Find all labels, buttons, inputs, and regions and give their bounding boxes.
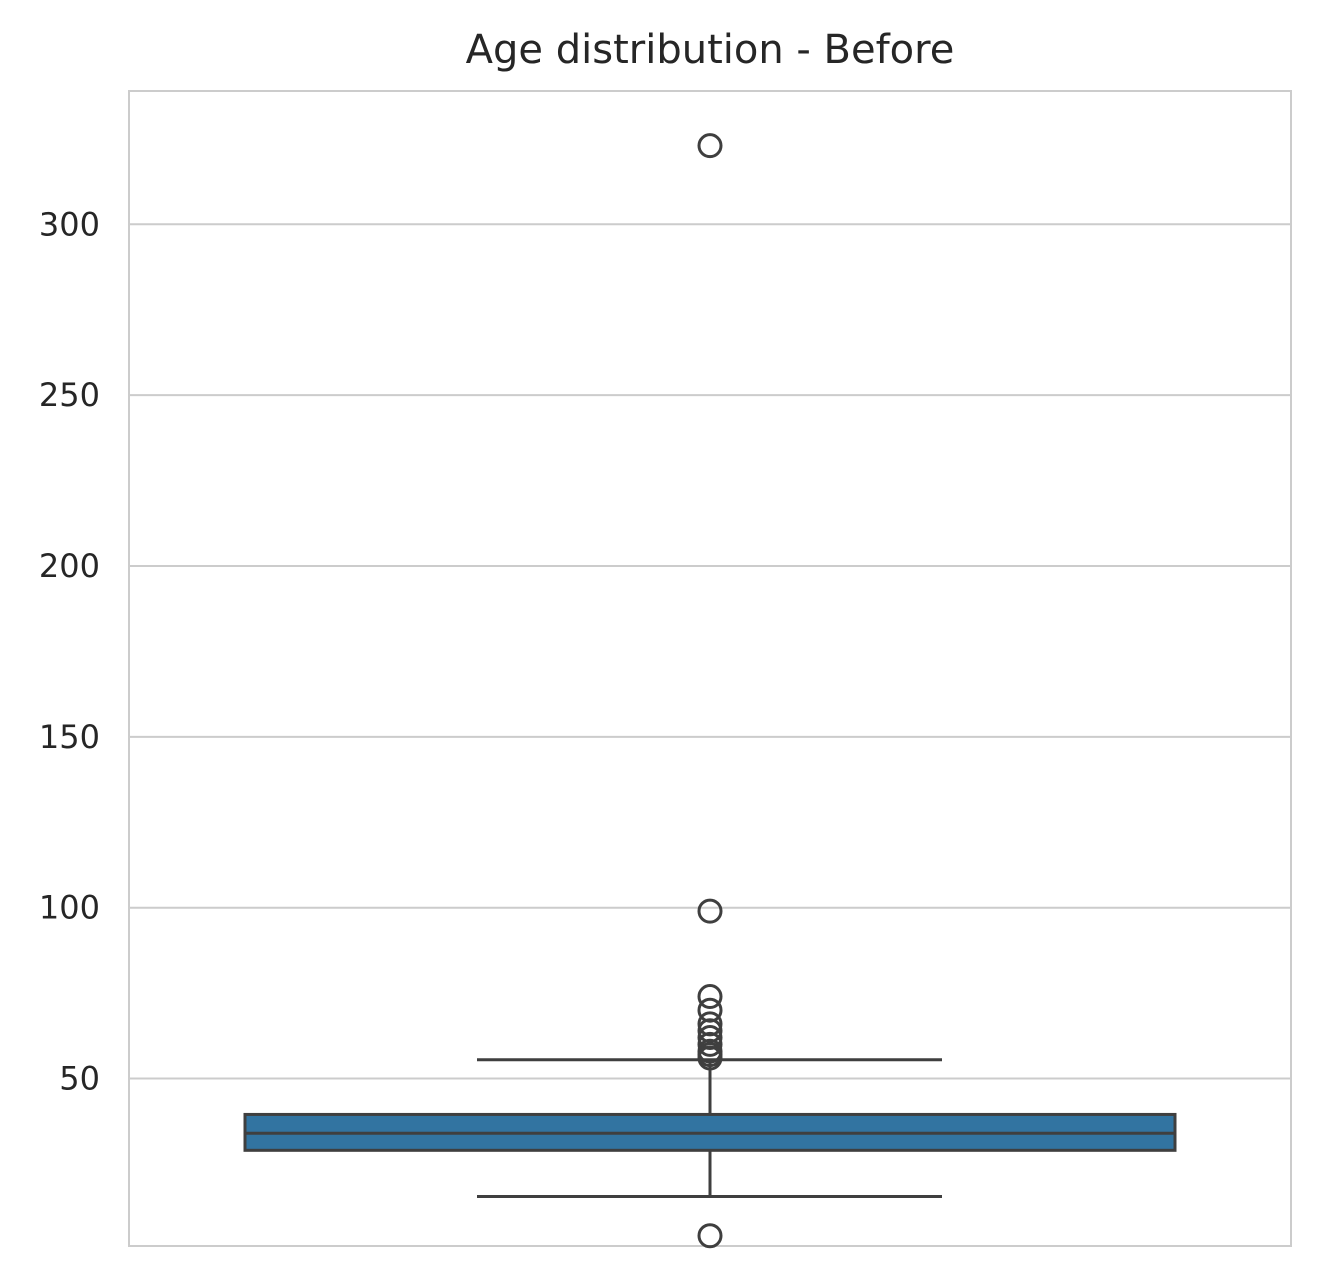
- outlier-point: [697, 1045, 723, 1071]
- y-tick-label: 100: [39, 889, 100, 927]
- grid-lines: [129, 223, 1291, 1080]
- outlier-point: [697, 1031, 723, 1057]
- y-tick-label: 200: [39, 547, 100, 585]
- outlier-point: [697, 133, 723, 159]
- y-tick-label: 300: [39, 205, 100, 243]
- chart-title: Age distribution - Before: [466, 27, 955, 73]
- outlier-point: [697, 984, 723, 1010]
- y-tick-label: 50: [59, 1060, 100, 1098]
- y-axis-ticks: 50 100 150 200 250 300: [39, 205, 100, 1097]
- y-tick-label: 150: [39, 718, 100, 756]
- outliers: [697, 133, 723, 1249]
- outlier-point: [697, 1223, 723, 1249]
- outlier-point: [697, 898, 723, 924]
- y-tick-label: 250: [39, 376, 100, 414]
- box-group: [243, 1058, 1177, 1198]
